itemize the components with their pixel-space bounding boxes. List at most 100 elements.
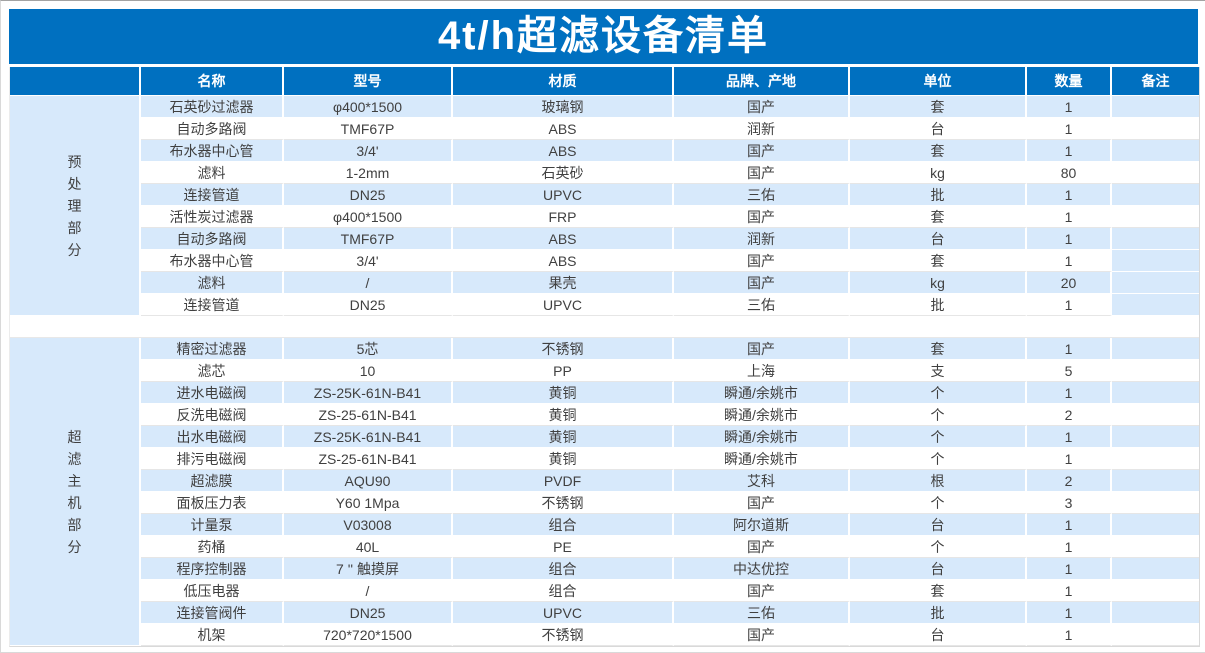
cell-remark [1112,360,1199,382]
cell-name: 排污电磁阀 [141,448,284,470]
equipment-table-body: 预 处 理 部 分石英砂过滤器 φ400*1500 玻璃钢 国产套 1 自动多路阀 TMF6… [10,96,1199,646]
section-label: 超 滤 主 机 部 分 [10,338,141,646]
cell-material: 黄铜 [453,426,674,448]
cell-qty: 2 [1027,470,1112,492]
cell-unit: 套 [850,338,1027,360]
cell-name: 面板压力表 [141,492,284,514]
cell-model: 40L [284,536,453,558]
cell-unit: 套 [850,250,1027,272]
cell-brand: 国产 [674,580,850,602]
cell-qty: 1 [1027,580,1112,602]
cell-name: 低压电器 [141,580,284,602]
cell-qty: 1 [1027,448,1112,470]
column-header: 品牌、产地 [674,67,850,96]
header-row: 名称 型号 材质 品牌、产地 单位 数量 备注 [10,67,1199,96]
cell-material: ABS [453,228,674,250]
cell-remark [1112,228,1199,250]
cell-material: PP [453,360,674,382]
cell-brand: 国产 [674,250,850,272]
cell-remark [1112,162,1199,184]
cell-remark [1112,514,1199,536]
cell-qty: 20 [1027,272,1112,294]
cell-name: 布水器中心管 [141,140,284,162]
cell-name: 机架 [141,624,284,646]
cell-brand: 国产 [674,96,850,118]
equipment-table: 名称 型号 材质 品牌、产地 单位 数量 备注 预 处 理 部 分石英砂过滤器 φ400*15… [9,67,1200,647]
cell-brand: 中达优控 [674,558,850,580]
cell-brand: 瞬通/余姚市 [674,426,850,448]
cell-remark [1112,96,1199,118]
table-row: 滤芯 10 PP 上海支 5 [10,360,1199,382]
table-row: 程序控制器 7 '' 触摸屏 组合 中达优控台 1 [10,558,1199,580]
cell-qty: 1 [1027,250,1112,272]
cell-brand: 瞬通/余姚市 [674,448,850,470]
cell-remark [1112,272,1199,294]
table-row: 机架 720*720*1500 不锈钢 国产台 1 [10,624,1199,646]
cell-qty: 1 [1027,228,1112,250]
cell-name: 活性炭过滤器 [141,206,284,228]
table-row: 超滤膜 AQU90 PVDF 艾科根 2 [10,470,1199,492]
section-column-header [10,67,141,96]
cell-name: 自动多路阀 [141,118,284,140]
cell-name: 程序控制器 [141,558,284,580]
cell-name: 连接管道 [141,294,284,316]
cell-brand: 上海 [674,360,850,382]
cell-unit: 台 [850,624,1027,646]
cell-name: 滤料 [141,272,284,294]
column-header: 型号 [284,67,453,96]
table-row: 进水电磁阀 ZS-25K-61N-B41 黄铜 瞬通/余姚市个 1 [10,382,1199,404]
cell-qty: 2 [1027,404,1112,426]
cell-brand: 三佑 [674,294,850,316]
cell-brand: 三佑 [674,184,850,206]
cell-material: 黄铜 [453,404,674,426]
cell-unit: 支 [850,360,1027,382]
table-row: 药桶 40L PE 国产个 1 [10,536,1199,558]
cell-model: / [284,580,453,602]
cell-remark [1112,184,1199,206]
cell-qty: 1 [1027,96,1112,118]
cell-material: 黄铜 [453,382,674,404]
cell-unit: 套 [850,206,1027,228]
cell-model: ZS-25K-61N-B41 [284,426,453,448]
column-header: 名称 [141,67,284,96]
cell-remark [1112,382,1199,404]
table-row: 连接管阀件 DN25 UPVC 三佑批 1 [10,602,1199,624]
cell-unit: 批 [850,602,1027,624]
cell-model: 3/4' [284,250,453,272]
cell-material: 组合 [453,580,674,602]
cell-material: ABS [453,118,674,140]
cell-remark [1112,294,1199,316]
cell-material: 组合 [453,558,674,580]
cell-remark [1112,206,1199,228]
cell-model: DN25 [284,294,453,316]
cell-remark [1112,404,1199,426]
cell-qty: 1 [1027,624,1112,646]
cell-remark [1112,448,1199,470]
column-header: 备注 [1112,67,1199,96]
cell-qty: 1 [1027,382,1112,404]
cell-name: 连接管阀件 [141,602,284,624]
cell-brand: 国产 [674,492,850,514]
cell-remark [1112,426,1199,448]
cell-brand: 瞬通/余姚市 [674,382,850,404]
equipment-list-sheet: 4t/h超滤设备清单 名称 型号 材质 品牌、产地 单位 数量 备注 [9,9,1200,647]
cell-model: ZS-25-61N-B41 [284,404,453,426]
cell-brand: 三佑 [674,602,850,624]
cell-model: 1-2mm [284,162,453,184]
cell-unit: 个 [850,536,1027,558]
cell-unit: 台 [850,228,1027,250]
cell-brand: 国产 [674,272,850,294]
cell-material: PE [453,536,674,558]
cell-brand: 国产 [674,206,850,228]
table-row: 排污电磁阀 ZS-25-61N-B41 黄铜 瞬通/余姚市个 1 [10,448,1199,470]
cell-unit: 个 [850,404,1027,426]
cell-brand: 国产 [674,140,850,162]
cell-name: 进水电磁阀 [141,382,284,404]
table-row: 自动多路阀 TMF67P ABS 润新台 1 [10,228,1199,250]
cell-unit: kg [850,272,1027,294]
cell-remark [1112,536,1199,558]
cell-remark [1112,338,1199,360]
cell-model: ZS-25K-61N-B41 [284,382,453,404]
cell-material: PVDF [453,470,674,492]
